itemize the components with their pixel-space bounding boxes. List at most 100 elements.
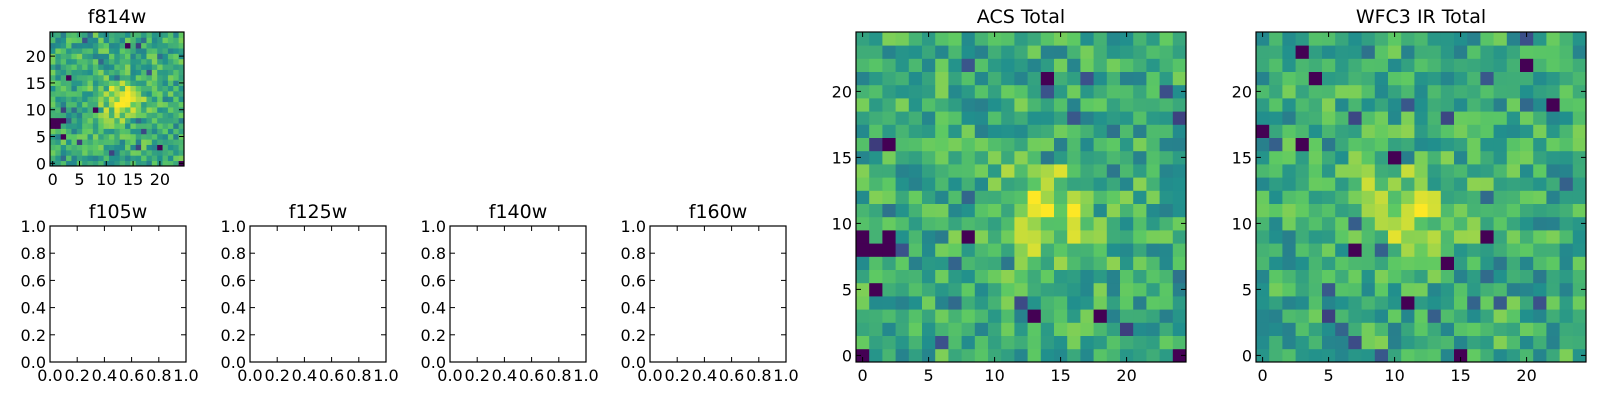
heatmap-cell: [1572, 58, 1587, 72]
heatmap-cell: [125, 69, 131, 76]
heatmap-cell: [1480, 98, 1494, 112]
heatmap-cell: [869, 58, 883, 72]
heatmap-cell: [1427, 84, 1442, 99]
heatmap-cell: [1146, 45, 1160, 59]
heatmap-cell: [922, 282, 936, 297]
heatmap-cell: [1027, 309, 1042, 323]
heatmap-cell: [961, 150, 976, 165]
heatmap-cell: [1546, 124, 1560, 138]
heatmap-cell: [1172, 164, 1187, 178]
heatmap-cell: [1159, 322, 1174, 336]
y-tick-label-f140w: 0.6: [421, 271, 446, 290]
heatmap-cell: [1256, 335, 1270, 350]
heatmap-cell: [1388, 71, 1402, 86]
heatmap-cell: [103, 90, 110, 97]
heatmap-cell: [87, 149, 94, 156]
heatmap-cell: [146, 90, 153, 97]
heatmap-cell: [1080, 348, 1094, 363]
heatmap-cell: [98, 112, 104, 119]
heatmap-cell: [1454, 150, 1468, 165]
heatmap-cell: [1440, 137, 1455, 152]
heatmap-cell: [1361, 164, 1376, 178]
heatmap-cell: [908, 32, 923, 46]
heatmap-cell: [1454, 348, 1468, 363]
heatmap-cell: [1295, 124, 1310, 138]
heatmap-cell: [1348, 269, 1362, 284]
heatmap-cell: [1308, 58, 1323, 72]
heatmap-cell: [1159, 111, 1174, 125]
heatmap-cell: [1027, 203, 1042, 218]
heatmap-cell: [1067, 203, 1081, 218]
y-tick-label-f140w: 0.8: [421, 244, 446, 263]
heatmap-cell: [87, 37, 94, 44]
heatmap-cell: [1282, 177, 1296, 191]
heatmap-cell: [1120, 98, 1134, 112]
heatmap-cell: [1133, 282, 1147, 297]
heatmap-cell: [114, 112, 121, 119]
heatmap-cell: [1414, 98, 1428, 112]
heatmap-cell: [50, 58, 56, 65]
heatmap-cell: [1322, 256, 1336, 270]
heatmap-cell: [1133, 98, 1147, 112]
heatmap-cell: [1361, 256, 1376, 270]
heatmap-cell: [935, 111, 949, 125]
heatmap-cell: [1361, 111, 1376, 125]
heatmap-cell: [1146, 335, 1160, 350]
heatmap-cell: [1146, 124, 1160, 138]
heatmap-cell: [98, 53, 104, 60]
heatmap-cell: [178, 112, 185, 119]
x-tick-label-acs-total: 15: [1050, 366, 1070, 385]
heatmap-cell: [1559, 216, 1574, 231]
heatmap-cell: [1440, 111, 1455, 125]
heatmap-cell: [1067, 150, 1081, 165]
heatmap-cell: [1308, 309, 1323, 323]
heatmap-cell: [151, 37, 158, 44]
heatmap-cell: [974, 98, 989, 112]
heatmap-cell: [82, 69, 88, 76]
heatmap-cell: [1348, 164, 1362, 178]
heatmap-cell: [1414, 190, 1428, 204]
heatmap-cell: [125, 80, 131, 86]
heatmap-cell: [60, 117, 67, 124]
heatmap-cell: [1322, 124, 1336, 138]
heatmap-cell: [1520, 164, 1534, 178]
heatmap-cell: [1546, 256, 1560, 270]
heatmap-cell: [50, 48, 56, 54]
heatmap-cell: [1401, 335, 1415, 350]
heatmap-cell: [922, 71, 936, 86]
heatmap-cell: [1506, 190, 1521, 204]
heatmap-cell: [1572, 230, 1587, 244]
heatmap-cell: [1027, 45, 1042, 59]
heatmap-cell: [157, 128, 163, 135]
x-tick-label-f160w: 0.8: [746, 366, 771, 385]
heatmap-cell: [1001, 137, 1015, 152]
heatmap-cell: [1106, 216, 1121, 231]
heatmap-cell: [1159, 216, 1174, 231]
heatmap-cell: [82, 123, 88, 129]
heatmap-cell: [1172, 98, 1187, 112]
heatmap-cell: [1361, 230, 1376, 244]
heatmap-cell: [1067, 137, 1081, 152]
heatmap-cell: [908, 58, 923, 72]
heatmap-cell: [869, 32, 883, 46]
heatmap-cell: [66, 112, 72, 119]
heatmap-cell: [1001, 322, 1015, 336]
heatmap-cell: [82, 42, 88, 49]
heatmap-cell: [1040, 45, 1055, 59]
heatmap-cell: [1054, 322, 1068, 336]
heatmap-cell: [167, 155, 174, 162]
y-tick-label-f105w: 1.0: [21, 217, 46, 236]
heatmap-cell: [1067, 296, 1081, 310]
heatmap-cell: [1146, 98, 1160, 112]
heatmap-cell: [948, 203, 962, 218]
heatmap-cell: [988, 150, 1002, 165]
heatmap-cell: [76, 101, 83, 108]
heatmap-cell: [151, 58, 158, 65]
heatmap-cell: [167, 123, 174, 129]
heatmap-cell: [66, 58, 72, 65]
heatmap-cell: [1454, 137, 1468, 152]
heatmap-cell: [1467, 322, 1481, 336]
heatmap-cell: [76, 123, 83, 129]
heatmap-cell: [167, 37, 174, 44]
heatmap-cell: [1027, 164, 1042, 178]
